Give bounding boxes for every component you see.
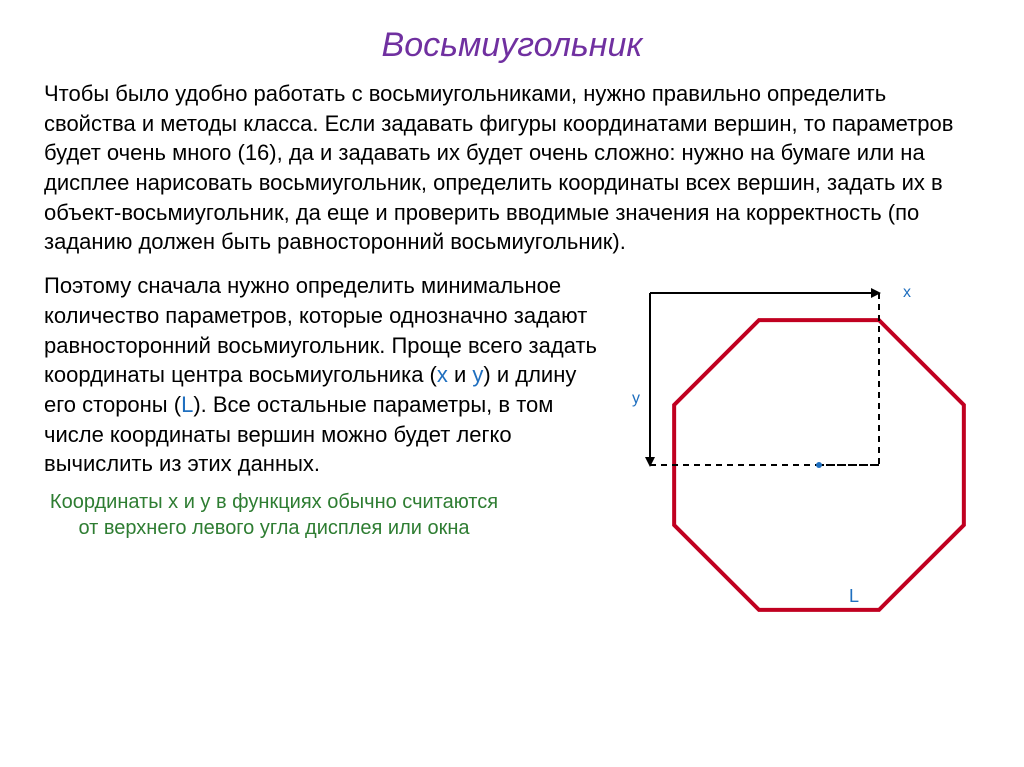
svg-text:L: L bbox=[849, 586, 859, 606]
paragraph-2: Поэтому сначала нужно определить минимал… bbox=[44, 271, 610, 479]
footnote-text: Координаты x и y в функциях обычно счита… bbox=[44, 489, 504, 541]
slide-page: Восьмиугольник Чтобы было удобно работат… bbox=[0, 0, 1024, 767]
svg-text:y: y bbox=[632, 390, 640, 407]
content-row: Поэтому сначала нужно определить минимал… bbox=[44, 271, 980, 631]
left-column: Поэтому сначала нужно определить минимал… bbox=[44, 271, 610, 541]
page-title: Восьмиугольник bbox=[44, 26, 980, 65]
svg-text:x: x bbox=[903, 284, 911, 301]
p2-and: и bbox=[448, 362, 473, 387]
diagram-svg: x y L bbox=[620, 271, 980, 631]
inline-x-var: x bbox=[437, 362, 448, 387]
inline-L-var: L bbox=[181, 392, 193, 417]
octagon-diagram: x y L bbox=[620, 271, 980, 631]
paragraph-1: Чтобы было удобно работать с восьмиуголь… bbox=[44, 79, 980, 257]
inline-y-var: y bbox=[472, 362, 483, 387]
